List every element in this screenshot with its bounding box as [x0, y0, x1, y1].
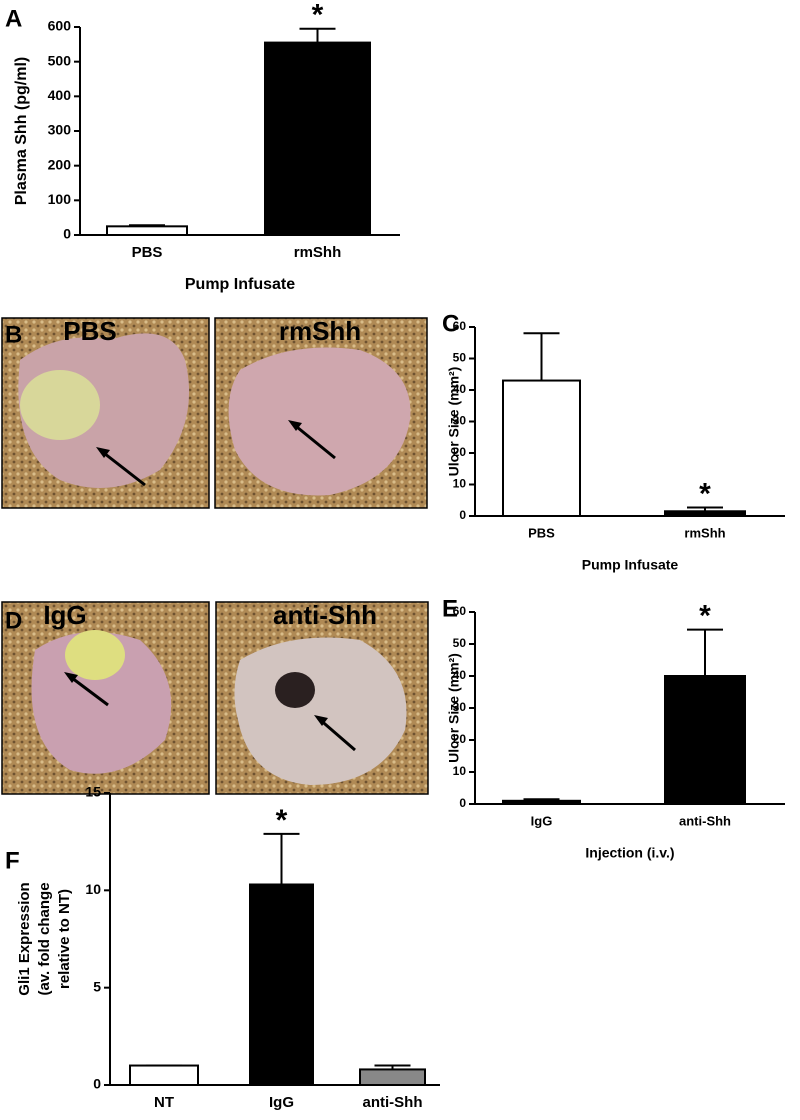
panel-letter: A [5, 5, 22, 32]
y-axis-label: Ulcer Size (mm²) [446, 653, 462, 763]
y-tick-label: 40 [453, 382, 467, 396]
arrow [317, 716, 356, 752]
y-tick-label: 10 [453, 764, 467, 778]
x-tick-label: rmShh [294, 244, 342, 261]
x-tick-label: IgG [531, 813, 553, 828]
bar [129, 1064, 199, 1086]
photo-label: IgG [43, 600, 86, 630]
photo-panel [1, 601, 429, 795]
y-tick-label: 500 [48, 52, 72, 68]
arrow-head [288, 420, 302, 431]
x-axis-label: Injection (i.v.) [585, 845, 674, 861]
annotation: * [699, 600, 711, 633]
y-axis-label: relative to NT) [56, 889, 73, 989]
panel-letter: C [442, 310, 459, 337]
arrow-head [96, 447, 110, 458]
x-axis-label: Pump Infusate [185, 276, 295, 293]
bar [664, 675, 746, 805]
tissue [20, 370, 100, 440]
y-axis-label: Gli1 Expression [16, 882, 33, 995]
panel-letter: B [5, 321, 22, 348]
y-tick-label: 10 [453, 477, 467, 491]
arrow-head [314, 715, 328, 726]
x-tick-label: IgG [269, 1094, 294, 1111]
y-tick-label: 10 [85, 881, 101, 897]
panel-letter: E [442, 595, 458, 622]
bar [264, 41, 371, 236]
bar [106, 225, 188, 236]
panel-letter: D [5, 607, 22, 634]
arrow [67, 673, 109, 707]
x-axis-label: Pump Infusate [582, 557, 679, 573]
x-tick-label: PBS [132, 244, 163, 261]
photo-label: PBS [63, 316, 116, 346]
y-axis-label: Plasma Shh (pg/ml) [13, 57, 30, 205]
x-tick-label: anti-Shh [363, 1094, 423, 1111]
bar [359, 1068, 426, 1086]
y-tick-label: 30 [453, 700, 467, 714]
tissue [228, 347, 411, 496]
x-tick-label: PBS [528, 525, 555, 540]
y-tick-label: 40 [453, 668, 467, 682]
panel-letter: F [5, 847, 20, 874]
photo-label: rmShh [279, 316, 361, 346]
y-tick-label: 0 [63, 226, 71, 242]
y-tick-label: 30 [453, 414, 467, 428]
y-tick-label: 0 [93, 1076, 101, 1092]
arrow [291, 421, 336, 460]
y-tick-label: 0 [459, 796, 466, 810]
x-tick-label: NT [154, 1094, 174, 1111]
y-axis-label: (av. fold change [36, 882, 53, 995]
y-tick-label: 5 [93, 978, 101, 994]
bar [502, 379, 581, 517]
bar [664, 510, 746, 517]
arrow [99, 448, 146, 487]
x-tick-label: rmShh [684, 525, 725, 540]
annotation: * [276, 804, 288, 837]
y-tick-label: 60 [453, 319, 467, 333]
y-tick-label: 100 [48, 191, 72, 207]
x-tick-label: anti-Shh [679, 813, 731, 828]
annotation: * [312, 0, 324, 32]
y-tick-label: 300 [48, 122, 72, 138]
y-tick-label: 15 [85, 784, 101, 800]
annotation: * [699, 477, 711, 510]
bar [502, 799, 581, 805]
y-tick-label: 20 [453, 445, 467, 459]
y-tick-label: 20 [453, 732, 467, 746]
tissue [234, 637, 407, 785]
arrow-head [64, 672, 78, 683]
y-tick-label: 50 [453, 351, 467, 365]
tissue [275, 672, 315, 708]
tissue [65, 630, 125, 680]
y-tick-label: 0 [459, 508, 466, 522]
photo-label: anti-Shh [273, 600, 377, 630]
tissue [31, 632, 172, 774]
y-tick-label: 600 [48, 18, 72, 34]
y-tick-label: 50 [453, 636, 467, 650]
bar [249, 883, 314, 1087]
y-axis-label: Ulcer Size (mm²) [446, 367, 462, 477]
photo-panel [1, 317, 428, 509]
y-tick-label: 400 [48, 87, 72, 103]
y-tick-label: 200 [48, 156, 72, 172]
y-tick-label: 60 [453, 604, 467, 618]
